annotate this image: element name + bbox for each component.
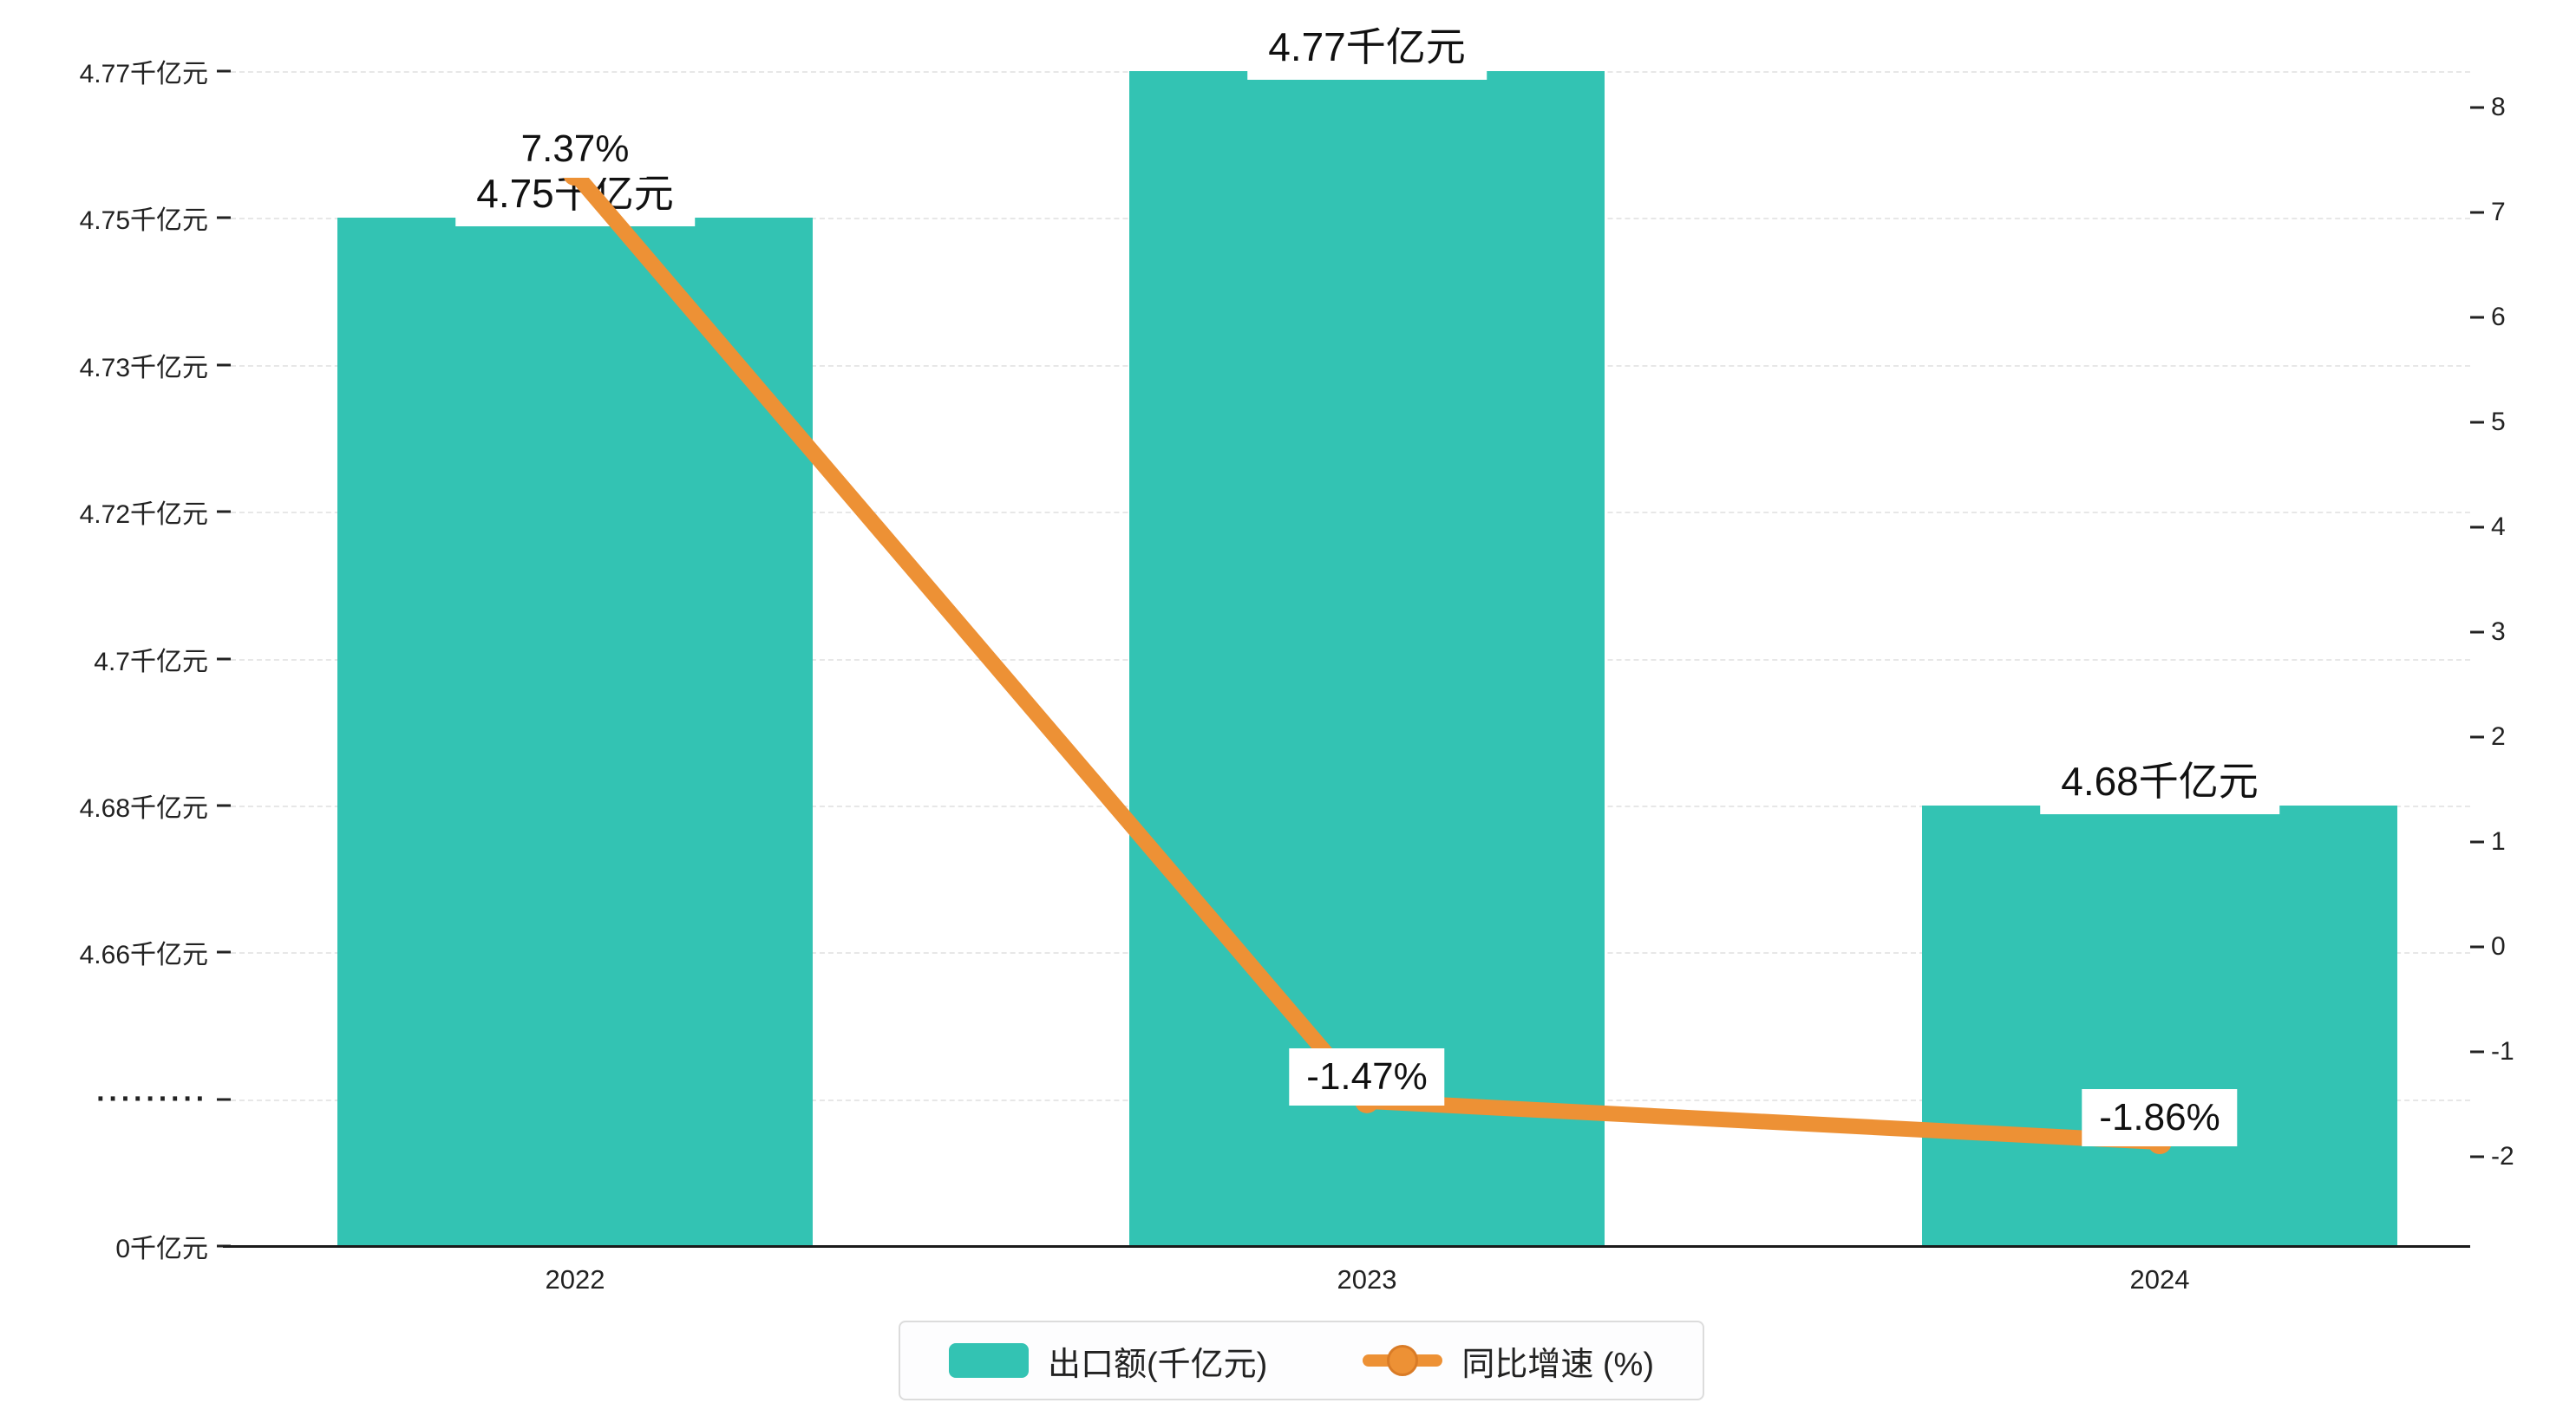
bar-value-label-2023: 4.77千亿元 — [1247, 9, 1487, 80]
y-axis-left-label: 4.72千亿元 — [79, 500, 208, 530]
growth-value-label-2024: -1.86% — [2082, 1089, 2238, 1147]
y-axis-right-tick — [2470, 1050, 2484, 1054]
y-axis-right-tick — [2470, 316, 2484, 319]
x-axis-label-2023: 2023 — [1337, 1264, 1397, 1295]
y-axis-left-tick — [217, 1098, 231, 1101]
y-axis-break-marker: ········· — [96, 1082, 208, 1116]
legend-item-growth[interactable]: 同比增速 (%) — [1363, 1337, 1654, 1385]
y-axis-left-tick — [217, 216, 231, 219]
y-axis-right-label: 0 — [2491, 932, 2506, 961]
y-axis-left-label: 4.7千亿元 — [94, 647, 208, 676]
y-axis-right-tick — [2470, 1155, 2484, 1158]
y-axis-right-label: 7 — [2491, 198, 2506, 226]
y-axis-right-label: -1 — [2491, 1037, 2514, 1066]
y-axis-left-label: 4.75千亿元 — [79, 206, 208, 236]
y-axis-right-label: 4 — [2491, 512, 2506, 541]
y-axis-right-label: -2 — [2491, 1142, 2514, 1171]
legend-line-marker — [1363, 1343, 1443, 1378]
y-axis-left-label: 4.68千亿元 — [79, 793, 208, 823]
y-axis-left-tick — [217, 363, 231, 367]
y-axis-left-tick — [217, 69, 231, 73]
legend-bar-swatch — [949, 1343, 1029, 1378]
y-axis-left-tick — [217, 950, 231, 954]
legend-label-export: 出口额(千亿元) — [1048, 1346, 1268, 1383]
y-axis-right-tick — [2470, 630, 2484, 634]
legend-label-growth: 同比增速 (%) — [1461, 1346, 1654, 1383]
y-axis-right-label: 5 — [2491, 408, 2506, 436]
y-axis-right-label: 6 — [2491, 303, 2506, 331]
x-axis-label-2024: 2024 — [2129, 1264, 2190, 1295]
x-axis-line — [223, 1245, 2470, 1248]
x-axis-label-2022: 2022 — [545, 1264, 605, 1295]
y-axis-right-label: 1 — [2491, 827, 2506, 856]
y-axis-right-label: 8 — [2491, 93, 2506, 121]
y-axis-left-label: 4.66千亿元 — [79, 941, 208, 970]
growth-value-label-2023: -1.47% — [1289, 1047, 1445, 1106]
bar-2024[interactable] — [1922, 805, 2397, 1246]
y-axis-right-label: 3 — [2491, 617, 2506, 646]
bar-2022[interactable] — [337, 218, 813, 1246]
bar-value-label-2024: 4.68千亿元 — [2040, 742, 2279, 814]
growth-value-label-2022: 7.37% — [503, 121, 647, 179]
y-axis-left-label: 4.77千亿元 — [79, 60, 208, 88]
y-axis-left-tick — [217, 804, 231, 807]
y-axis-left-label: 4.73千亿元 — [79, 353, 208, 382]
y-axis-left-tick — [217, 657, 231, 660]
legend-item-export[interactable]: 出口额(千亿元) — [949, 1337, 1267, 1385]
y-axis-right-label: 2 — [2491, 722, 2506, 751]
y-axis-right-tick — [2470, 525, 2484, 529]
y-axis-right-tick — [2470, 211, 2484, 214]
y-axis-left-label: 0千亿元 — [115, 1235, 208, 1263]
y-axis-right-tick — [2470, 421, 2484, 424]
legend-line-dot-icon — [1387, 1345, 1419, 1376]
y-axis-right-tick — [2470, 735, 2484, 739]
y-axis-right-tick — [2470, 945, 2484, 949]
y-axis-right-tick — [2470, 106, 2484, 109]
y-axis-right-tick — [2470, 840, 2484, 844]
y-axis-left-tick — [217, 510, 231, 513]
legend: 出口额(千亿元) 同比增速 (%) — [899, 1321, 1704, 1400]
